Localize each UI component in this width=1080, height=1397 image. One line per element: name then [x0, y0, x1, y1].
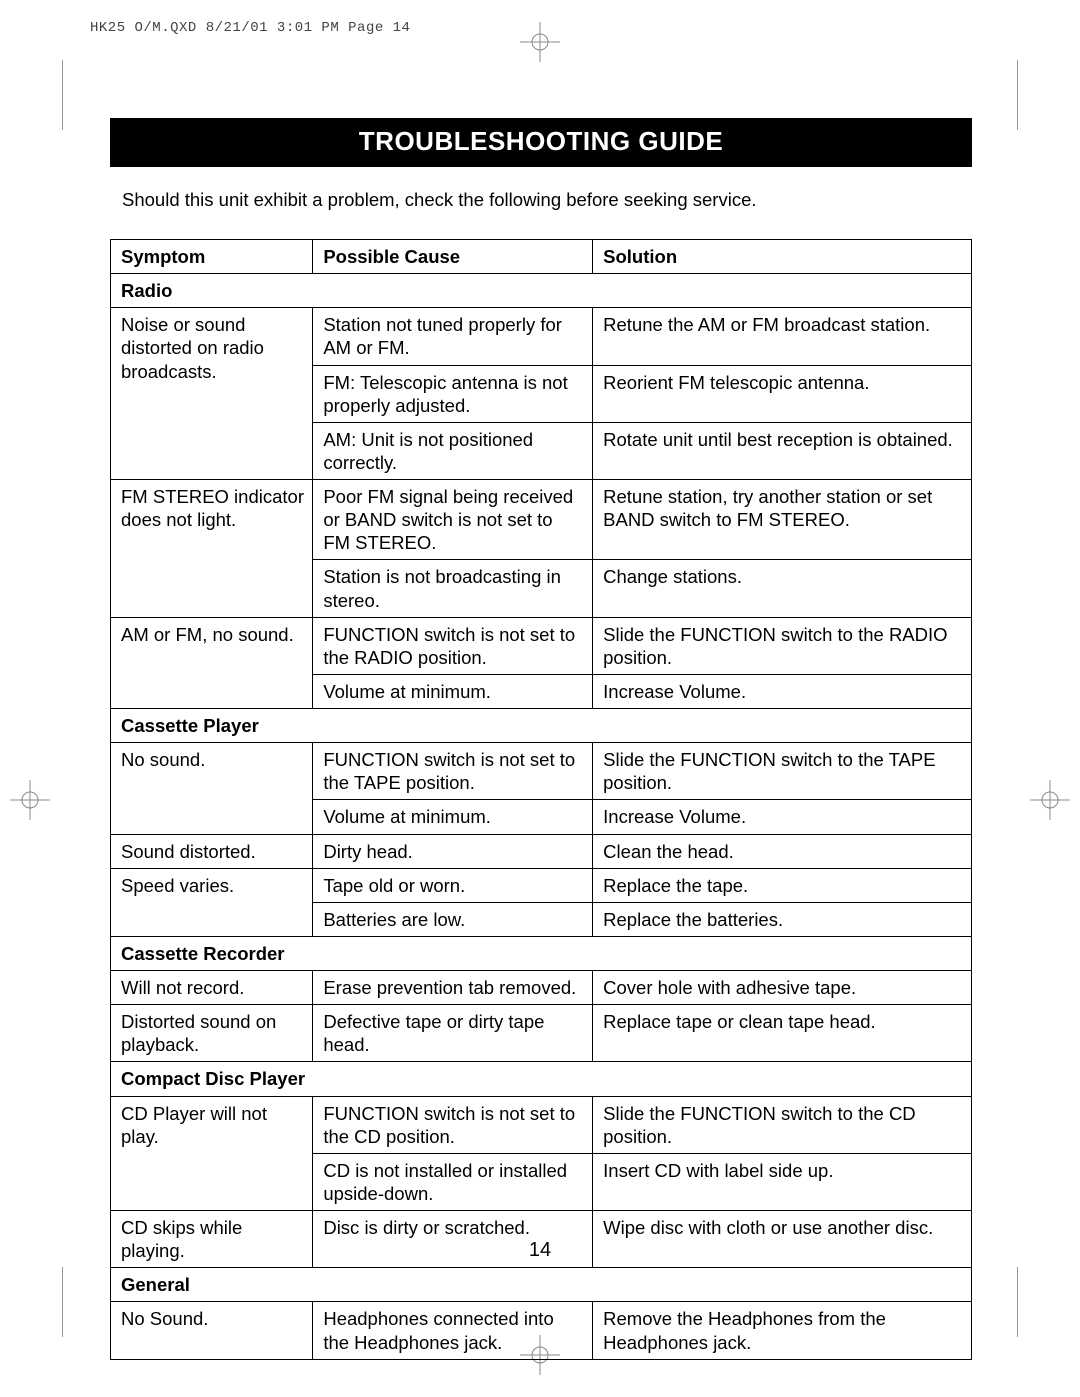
symptom-cell: Speed varies.: [111, 868, 313, 936]
cause-cell: Tape old or worn.: [313, 868, 593, 902]
cause-cell: Erase prevention tab removed.: [313, 971, 593, 1005]
section-heading-row: Cassette Player: [111, 709, 972, 743]
manual-page: HK25 O/M.QXD 8/21/01 3:01 PM Page 14 TRO…: [0, 0, 1080, 1397]
table-row: AM or FM, no sound.FUNCTION switch is no…: [111, 617, 972, 674]
section-heading: Radio: [111, 274, 972, 308]
symptom-cell: Sound distorted.: [111, 834, 313, 868]
symptom-cell: Will not record.: [111, 971, 313, 1005]
section-heading-row: Radio: [111, 274, 972, 308]
trim-mark-icon: [1017, 1267, 1018, 1337]
table-row: Sound distorted.Dirty head.Clean the hea…: [111, 834, 972, 868]
section-heading: General: [111, 1268, 972, 1302]
cause-cell: Poor FM signal being received or BAND sw…: [313, 480, 593, 560]
cause-cell: Defective tape or dirty tape head.: [313, 1005, 593, 1062]
cause-cell: Headphones connected into the Headphones…: [313, 1302, 593, 1359]
symptom-cell: Noise or sound distorted on radio broadc…: [111, 308, 313, 480]
cause-cell: Dirty head.: [313, 834, 593, 868]
table-row: Distorted sound on playback.Defective ta…: [111, 1005, 972, 1062]
symptom-cell: AM or FM, no sound.: [111, 617, 313, 708]
symptom-cell: FM STEREO indicator does not light.: [111, 480, 313, 618]
page-content: TROUBLESHOOTING GUIDE Should this unit e…: [110, 118, 972, 1360]
solution-cell: Clean the head.: [593, 834, 972, 868]
page-number: 14: [0, 1239, 1080, 1262]
section-heading: Compact Disc Player: [111, 1062, 972, 1096]
cause-cell: FM: Telescopic antenna is not properly a…: [313, 365, 593, 422]
table-row: FM STEREO indicator does not light.Poor …: [111, 480, 972, 560]
col-header-cause: Possible Cause: [313, 240, 593, 274]
cause-cell: Volume at minimum.: [313, 674, 593, 708]
cause-cell: Station not tuned properly for AM or FM.: [313, 308, 593, 365]
section-heading: Cassette Player: [111, 709, 972, 743]
solution-cell: Slide the FUNCTION switch to the CD posi…: [593, 1096, 972, 1153]
table-row: Speed varies.Tape old or worn.Replace th…: [111, 868, 972, 902]
cause-cell: Volume at minimum.: [313, 800, 593, 834]
table-row: CD Player will not play.FUNCTION switch …: [111, 1096, 972, 1153]
section-heading-row: Compact Disc Player: [111, 1062, 972, 1096]
cause-cell: FUNCTION switch is not set to the TAPE p…: [313, 743, 593, 800]
print-job-header: HK25 O/M.QXD 8/21/01 3:01 PM Page 14: [90, 20, 410, 36]
trim-mark-icon: [62, 1267, 63, 1337]
solution-cell: Change stations.: [593, 560, 972, 617]
col-header-symptom: Symptom: [111, 240, 313, 274]
solution-cell: Increase Volume.: [593, 674, 972, 708]
solution-cell: Replace the tape.: [593, 868, 972, 902]
solution-cell: Slide the FUNCTION switch to the RADIO p…: [593, 617, 972, 674]
table-header-row: Symptom Possible Cause Solution: [111, 240, 972, 274]
cause-cell: FUNCTION switch is not set to the CD pos…: [313, 1096, 593, 1153]
solution-cell: Retune station, try another station or s…: [593, 480, 972, 560]
page-title: TROUBLESHOOTING GUIDE: [110, 118, 972, 167]
registration-mark-icon: [10, 780, 50, 820]
symptom-cell: Distorted sound on playback.: [111, 1005, 313, 1062]
solution-cell: Insert CD with label side up.: [593, 1153, 972, 1210]
table-row: No sound.FUNCTION switch is not set to t…: [111, 743, 972, 800]
solution-cell: Cover hole with adhesive tape.: [593, 971, 972, 1005]
solution-cell: Remove the Headphones from the Headphone…: [593, 1302, 972, 1359]
symptom-cell: CD Player will not play.: [111, 1096, 313, 1211]
solution-cell: Reorient FM telescopic antenna.: [593, 365, 972, 422]
solution-cell: Slide the FUNCTION switch to the TAPE po…: [593, 743, 972, 800]
section-heading-row: General: [111, 1268, 972, 1302]
solution-cell: Replace the batteries.: [593, 902, 972, 936]
col-header-solution: Solution: [593, 240, 972, 274]
trim-mark-icon: [62, 60, 63, 130]
cause-cell: Station is not broadcasting in stereo.: [313, 560, 593, 617]
cause-cell: Batteries are low.: [313, 902, 593, 936]
solution-cell: Retune the AM or FM broadcast station.: [593, 308, 972, 365]
trim-mark-icon: [1017, 60, 1018, 130]
symptom-cell: No Sound.: [111, 1302, 313, 1359]
registration-mark-icon: [1030, 780, 1070, 820]
cause-cell: CD is not installed or installed upside-…: [313, 1153, 593, 1210]
section-heading-row: Cassette Recorder: [111, 936, 972, 970]
registration-mark-icon: [520, 22, 560, 62]
table-row: No Sound.Headphones connected into the H…: [111, 1302, 972, 1359]
table-row: Noise or sound distorted on radio broadc…: [111, 308, 972, 365]
cause-cell: FUNCTION switch is not set to the RADIO …: [313, 617, 593, 674]
cause-cell: AM: Unit is not positioned correctly.: [313, 422, 593, 479]
table-row: Will not record.Erase prevention tab rem…: [111, 971, 972, 1005]
solution-cell: Rotate unit until best reception is obta…: [593, 422, 972, 479]
symptom-cell: No sound.: [111, 743, 313, 834]
solution-cell: Increase Volume.: [593, 800, 972, 834]
solution-cell: Replace tape or clean tape head.: [593, 1005, 972, 1062]
section-heading: Cassette Recorder: [111, 936, 972, 970]
intro-text: Should this unit exhibit a problem, chec…: [122, 189, 972, 211]
troubleshooting-table: Symptom Possible Cause Solution RadioNoi…: [110, 239, 972, 1360]
